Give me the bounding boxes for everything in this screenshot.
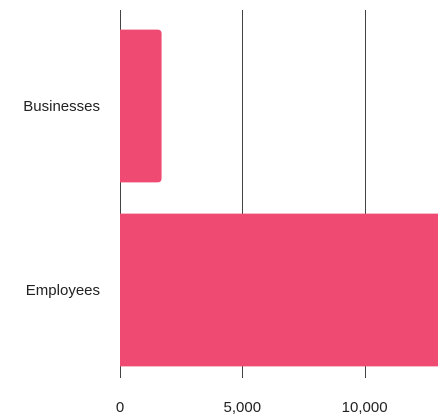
category-labels: Businesses Employees: [23, 98, 100, 299]
category-label: Businesses: [23, 98, 100, 115]
bar-employees: [120, 213, 438, 367]
category-label: Employees: [26, 282, 100, 299]
x-tick-label: 0: [116, 399, 124, 416]
x-tick-label: 10,000: [342, 399, 388, 416]
bar-businesses: [120, 29, 162, 183]
bars: [120, 29, 438, 367]
x-axis-ticks: 0 5,000 10,000: [116, 399, 388, 416]
x-tick-label: 5,000: [224, 399, 262, 416]
